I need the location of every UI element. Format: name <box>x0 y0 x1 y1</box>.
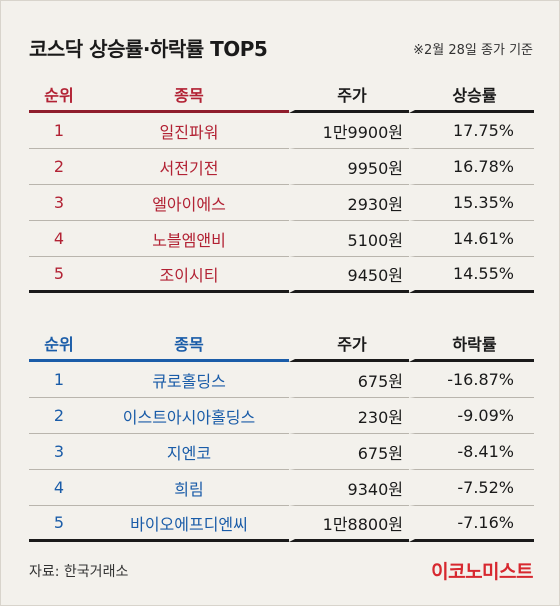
rank-cell: 2 <box>29 398 89 434</box>
price-cell: 9950원 <box>289 149 409 185</box>
price-cell: 5100원 <box>289 221 409 257</box>
rank-cell: 1 <box>29 113 89 149</box>
price-cell: 230원 <box>289 398 409 434</box>
rate-cell: -8.41% <box>409 434 534 470</box>
col-rank-header: 순위 <box>29 79 89 113</box>
rank-cell: 5 <box>29 257 89 293</box>
table-row: 3 지엔코 675원 -8.41% <box>29 434 534 470</box>
rate-cell: -7.52% <box>409 470 534 506</box>
table-row: 5 바이오에프디엔씨 1만8800원 -7.16% <box>29 506 534 542</box>
page-title: 코스닥 상승률·하락률 TOP5 <box>29 37 268 61</box>
col-rate-header: 하락률 <box>409 328 534 362</box>
table-row: 4 노블엠앤비 5100원 14.61% <box>29 221 534 257</box>
col-price-header: 주가 <box>289 79 409 113</box>
rank-cell: 3 <box>29 434 89 470</box>
rank-cell: 2 <box>29 149 89 185</box>
col-rank-header: 순위 <box>29 328 89 362</box>
price-cell: 2930원 <box>289 185 409 221</box>
stock-name-cell: 지엔코 <box>89 434 289 470</box>
source-note: 자료: 한국거래소 <box>29 564 129 580</box>
rank-cell: 3 <box>29 185 89 221</box>
rate-cell: -7.16% <box>409 506 534 542</box>
rank-cell: 1 <box>29 362 89 398</box>
table-row: 1 큐로홀딩스 675원 -16.87% <box>29 362 534 398</box>
stock-name-cell: 큐로홀딩스 <box>89 362 289 398</box>
table-row: 2 서전기전 9950원 16.78% <box>29 149 534 185</box>
price-cell: 1만8800원 <box>289 506 409 542</box>
losers-header-row: 순위 종목 주가 하락률 <box>29 328 534 362</box>
rate-cell: 16.78% <box>409 149 534 185</box>
stock-name-cell: 조이시티 <box>89 257 289 293</box>
stock-name-cell: 엘아이에스 <box>89 185 289 221</box>
stock-name-cell: 이스트아시아홀딩스 <box>89 398 289 434</box>
stock-name-cell: 노블엠앤비 <box>89 221 289 257</box>
table-row: 4 희림 9340원 -7.52% <box>29 470 534 506</box>
date-note: ※2월 28일 종가 기준 <box>413 43 533 58</box>
price-cell: 675원 <box>289 434 409 470</box>
stock-name-cell: 바이오에프디엔씨 <box>89 506 289 542</box>
stock-name-cell: 서전기전 <box>89 149 289 185</box>
gainers-header-row: 순위 종목 주가 상승률 <box>29 79 534 113</box>
rate-cell: 14.61% <box>409 221 534 257</box>
col-name-header: 종목 <box>89 79 289 113</box>
rank-cell: 4 <box>29 470 89 506</box>
losers-table: 순위 종목 주가 하락률 1 큐로홀딩스 675원 -16.87% 2 이스트아… <box>29 328 534 542</box>
rate-cell: 15.35% <box>409 185 534 221</box>
price-cell: 675원 <box>289 362 409 398</box>
price-cell: 1만9900원 <box>289 113 409 149</box>
table-row: 2 이스트아시아홀딩스 230원 -9.09% <box>29 398 534 434</box>
table-row: 5 조이시티 9450원 14.55% <box>29 257 534 293</box>
rate-cell: 14.55% <box>409 257 534 293</box>
col-name-header: 종목 <box>89 328 289 362</box>
gainers-table: 순위 종목 주가 상승률 1 일진파워 1만9900원 17.75% 2 서전기… <box>29 79 534 293</box>
price-cell: 9450원 <box>289 257 409 293</box>
rank-cell: 4 <box>29 221 89 257</box>
stock-name-cell: 희림 <box>89 470 289 506</box>
price-cell: 9340원 <box>289 470 409 506</box>
col-rate-header: 상승률 <box>409 79 534 113</box>
rate-cell: -9.09% <box>409 398 534 434</box>
rate-cell: 17.75% <box>409 113 534 149</box>
table-row: 1 일진파워 1만9900원 17.75% <box>29 113 534 149</box>
col-price-header: 주가 <box>289 328 409 362</box>
rank-cell: 5 <box>29 506 89 542</box>
publisher-logo: 이코노미스트 <box>431 561 533 583</box>
rate-cell: -16.87% <box>409 362 534 398</box>
table-row: 3 엘아이에스 2930원 15.35% <box>29 185 534 221</box>
stock-name-cell: 일진파워 <box>89 113 289 149</box>
